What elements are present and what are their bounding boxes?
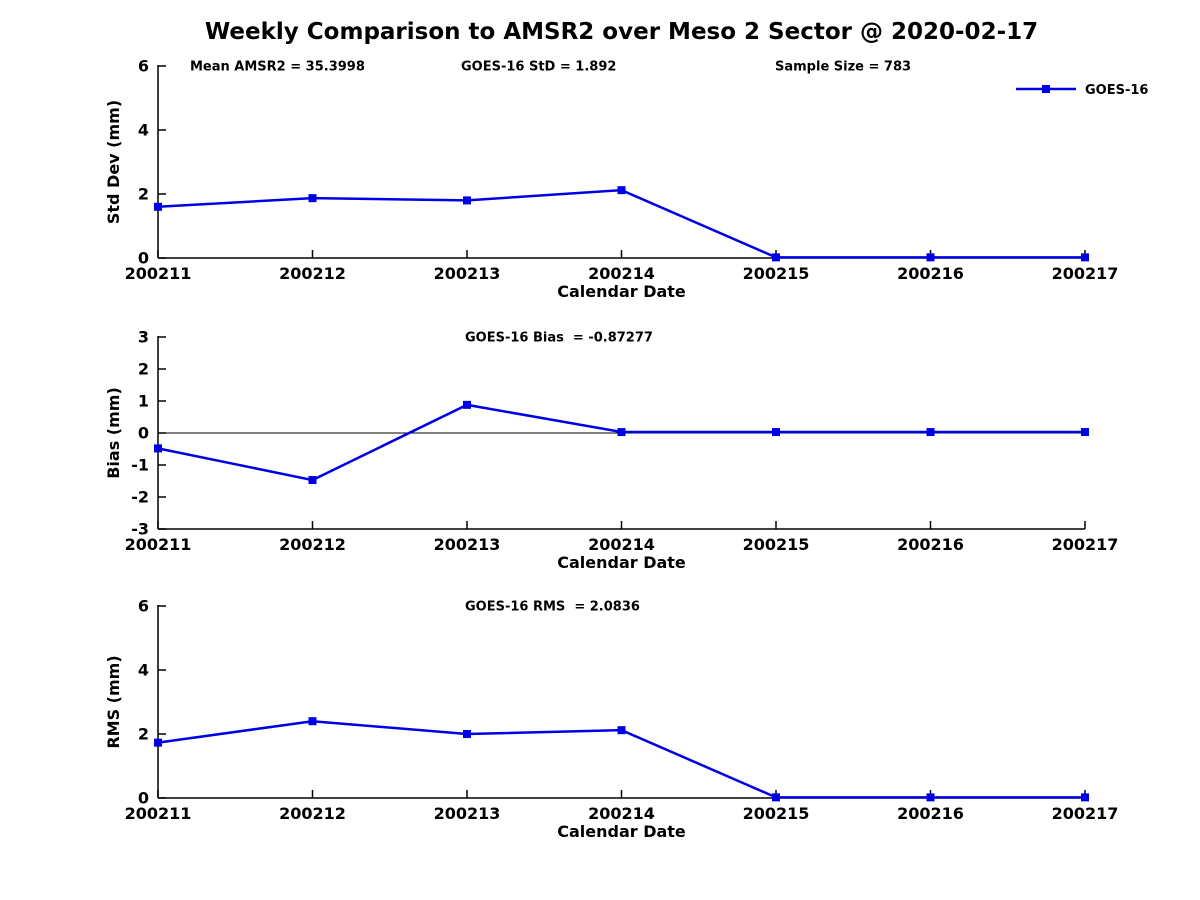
data-point-marker bbox=[154, 202, 162, 211]
annotation-std-dev-0: Mean AMSR2 = 35.3998 bbox=[190, 60, 365, 75]
subplot-rms: 0 2 4 6 200211 200212 200213 200214 200215 200216… bbox=[104, 597, 1118, 842]
x-axis-title: Calendar Date bbox=[557, 822, 686, 841]
data-point-marker bbox=[772, 793, 780, 802]
y-tick-label: 1 bbox=[138, 392, 149, 411]
legend: GOES-16 bbox=[1016, 83, 1148, 98]
data-point-marker bbox=[1081, 793, 1089, 802]
data-point-marker bbox=[926, 253, 935, 262]
data-point-marker bbox=[617, 726, 626, 735]
data-point-marker bbox=[463, 196, 471, 205]
series-line-goes-16 bbox=[157, 188, 1085, 259]
y-tick-label: 4 bbox=[138, 661, 149, 680]
legend-marker bbox=[1042, 85, 1050, 93]
data-point-marker bbox=[308, 717, 317, 726]
data-point-marker bbox=[772, 428, 780, 437]
y-axis-title: RMS (mm) bbox=[104, 655, 123, 748]
data-point-marker bbox=[1081, 253, 1089, 262]
x-tick-label: 200213 bbox=[434, 535, 501, 554]
y-tick-label: 0 bbox=[138, 789, 149, 808]
y-tick-label: -2 bbox=[131, 488, 149, 507]
data-point-marker bbox=[463, 730, 471, 738]
x-tick-label: 200217 bbox=[1052, 264, 1119, 283]
y-tick-label: 3 bbox=[138, 328, 149, 347]
x-tick-label: 200217 bbox=[1052, 804, 1119, 823]
legend-label: GOES-16 bbox=[1085, 83, 1148, 98]
x-tick-label: 200212 bbox=[279, 804, 346, 823]
x-tick-label: 200215 bbox=[743, 804, 810, 823]
x-tick-label: 200214 bbox=[588, 535, 655, 554]
x-axis-title: Calendar Date bbox=[557, 282, 686, 301]
x-tick-label: 200212 bbox=[279, 264, 346, 283]
subplot-std-dev: 0 2 4 6 200211 200212 200213 200214 200215 200216… bbox=[104, 57, 1148, 302]
y-tick-label: 2 bbox=[138, 725, 149, 744]
annotation-std-dev-1: GOES-16 StD = 1.892 bbox=[461, 60, 616, 75]
x-tick-label: 200213 bbox=[434, 264, 501, 283]
annotation-rms-0: GOES-16 RMS = 2.0836 bbox=[465, 600, 640, 615]
x-tick-label: 200211 bbox=[125, 535, 192, 554]
y-tick-label: -3 bbox=[131, 520, 149, 539]
y-tick-label: 0 bbox=[138, 424, 149, 443]
x-tick-label: 200217 bbox=[1052, 535, 1119, 554]
data-point-marker bbox=[772, 253, 780, 262]
annotation-bias-0: GOES-16 Bias = -0.87277 bbox=[465, 331, 653, 346]
x-axis-title: Calendar Date bbox=[557, 553, 686, 572]
y-tick-label: 6 bbox=[138, 597, 149, 616]
x-tick-label: 200216 bbox=[897, 535, 964, 554]
x-tick-label: 200214 bbox=[588, 804, 655, 823]
x-tick-label: 200213 bbox=[434, 804, 501, 823]
x-tick-label: 200211 bbox=[125, 804, 192, 823]
x-tick-label: 200215 bbox=[743, 535, 810, 554]
y-tick-label: 4 bbox=[138, 121, 149, 140]
x-tick-label: 200214 bbox=[588, 264, 655, 283]
data-point-marker bbox=[926, 428, 935, 437]
y-axis-title: Bias (mm) bbox=[104, 387, 123, 479]
series-line-goes-16 bbox=[157, 403, 1085, 482]
annotation-std-dev-2: Sample Size = 783 bbox=[775, 60, 911, 75]
x-tick-label: 200212 bbox=[279, 535, 346, 554]
x-tick-label: 200211 bbox=[125, 264, 192, 283]
y-tick-label: 2 bbox=[138, 360, 149, 379]
x-tick-label: 200215 bbox=[743, 264, 810, 283]
chart-title: Weekly Comparison to AMSR2 over Meso 2 S… bbox=[204, 19, 1039, 45]
y-tick-label: 6 bbox=[138, 57, 149, 76]
y-tick-label: 0 bbox=[138, 249, 149, 268]
x-tick-label: 200216 bbox=[897, 264, 964, 283]
y-tick-label: 2 bbox=[138, 185, 149, 204]
y-axis-title: Std Dev (mm) bbox=[104, 100, 123, 224]
data-point-marker bbox=[926, 793, 935, 802]
y-tick-label: -1 bbox=[131, 456, 149, 475]
data-point-marker bbox=[617, 186, 626, 195]
x-tick-label: 200216 bbox=[897, 804, 964, 823]
data-point-marker bbox=[308, 194, 317, 203]
data-point-marker bbox=[154, 738, 162, 747]
data-point-marker bbox=[308, 476, 317, 485]
data-point-marker bbox=[463, 400, 471, 409]
data-point-marker bbox=[1081, 428, 1089, 437]
data-point-marker bbox=[154, 444, 162, 453]
data-point-marker bbox=[617, 428, 626, 437]
